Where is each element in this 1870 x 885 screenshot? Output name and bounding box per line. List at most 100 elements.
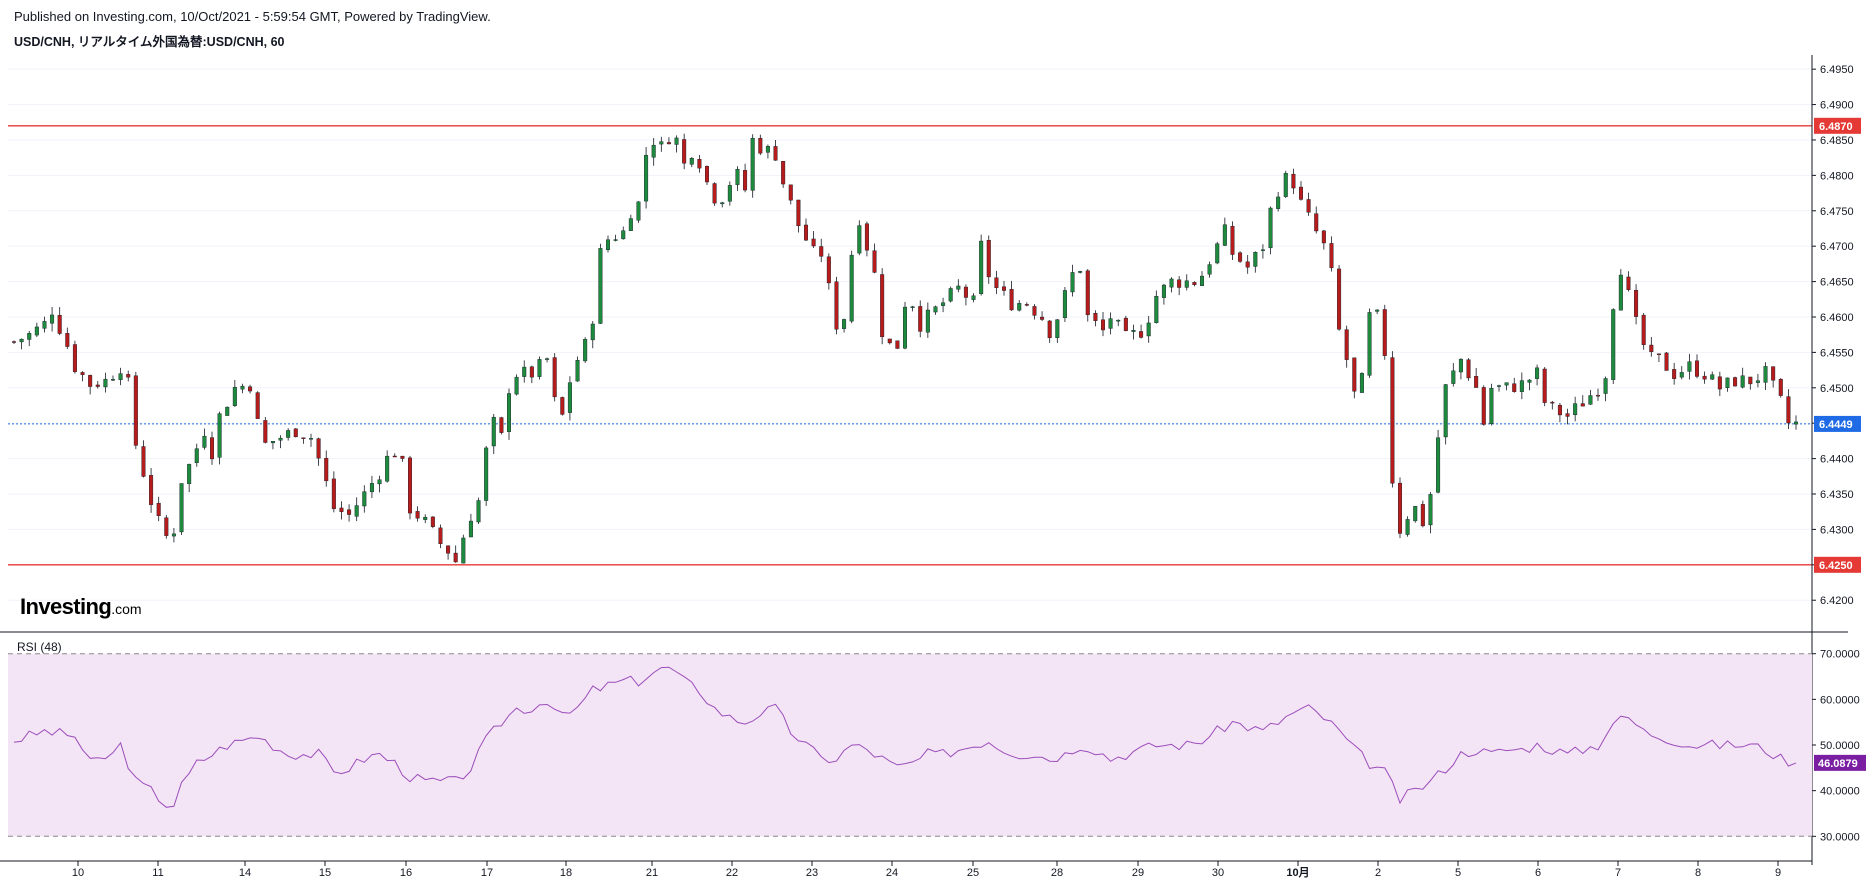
candle [270, 441, 275, 450]
candle [27, 330, 32, 347]
candle-body-down [682, 139, 687, 164]
candle-body-down [331, 478, 336, 510]
time-tick-label: 17 [481, 867, 493, 879]
price-tick-label: 6.4400 [1820, 454, 1854, 466]
candle-body-up [27, 333, 32, 340]
candle-body-up [171, 533, 176, 537]
candle-body-up [1527, 379, 1532, 383]
candle [971, 293, 976, 303]
candle [560, 396, 565, 416]
candle-body-down [339, 507, 344, 512]
candle-body-up [1375, 309, 1380, 312]
candle [331, 471, 336, 513]
candle-body-down [1177, 279, 1182, 288]
candle [842, 318, 847, 333]
rsi-line [13, 666, 1797, 808]
candle [1002, 280, 1007, 296]
candle-body-down [316, 438, 321, 459]
candle-body-up [468, 520, 473, 538]
candle-body-up [575, 360, 580, 382]
candle-body-up [1215, 243, 1220, 264]
candle-body-down [1474, 376, 1479, 388]
candle [1489, 383, 1494, 426]
candle [1397, 477, 1402, 539]
candle [1222, 217, 1227, 247]
candle [743, 163, 748, 193]
candle [750, 134, 755, 198]
level-badge [1814, 117, 1861, 134]
published-caption: Published on Investing.com, 10/Oct/2021 … [14, 9, 491, 24]
candle-body-down [994, 277, 999, 288]
candle [438, 524, 443, 549]
candle [80, 371, 85, 382]
candle-body-down [72, 344, 77, 372]
candle-body-up [1161, 284, 1166, 298]
candle [1085, 269, 1090, 322]
candle [811, 231, 816, 248]
candle [209, 431, 214, 465]
candle-body-up [956, 285, 961, 290]
candle [1466, 358, 1471, 381]
candle-body-up [590, 323, 595, 341]
candle-body-down [918, 306, 923, 332]
candle [110, 375, 115, 382]
logo-suffix: .com [111, 601, 142, 617]
candle [1047, 320, 1052, 343]
candle [202, 428, 207, 450]
candle-body-down [408, 457, 413, 514]
time-tick-label: 8 [1695, 867, 1701, 879]
candle [392, 453, 397, 458]
candle-body-down [1702, 375, 1707, 380]
candle [956, 279, 961, 293]
time-tick-label: 30 [1212, 867, 1224, 879]
candle-body-down [1550, 401, 1555, 404]
rsi-pane [8, 653, 1812, 837]
candle-body-up [1405, 519, 1410, 535]
candle-body-down [1634, 290, 1639, 317]
time-tick-label: 10月 [1286, 866, 1309, 879]
candle-body-down [819, 246, 824, 257]
candle [910, 305, 915, 312]
candle-body-up [1367, 312, 1372, 376]
candle [324, 450, 329, 487]
candle-body-down [1344, 329, 1349, 360]
candle [1725, 377, 1730, 392]
candle [1611, 308, 1616, 385]
time-tick-label: 7 [1615, 867, 1621, 879]
candle [1763, 362, 1768, 390]
candle-body-up [1146, 322, 1151, 337]
candle-body-down [392, 455, 397, 458]
candle [1260, 244, 1265, 259]
candle-body-up [567, 382, 572, 413]
candle-body-down [400, 455, 405, 459]
candle-body-down [1542, 368, 1547, 403]
candle-body-up [1131, 330, 1136, 332]
rsi-label: RSI (48) [17, 640, 62, 654]
candle [286, 428, 291, 441]
candle-body-up [1755, 380, 1760, 383]
time-tick-label: 15 [319, 867, 331, 879]
candle [979, 234, 984, 296]
time-tick-label: 29 [1132, 867, 1144, 879]
candle [933, 305, 938, 315]
candle-body-up [1169, 278, 1174, 288]
rsi-tick-label: 70.0000 [1820, 649, 1860, 661]
candle-body-up [1763, 366, 1768, 383]
candle-body-down [773, 146, 778, 161]
candle [1100, 311, 1105, 337]
candle [1474, 368, 1479, 388]
candle-body-up [1184, 280, 1189, 288]
candle-body-up [217, 413, 222, 458]
candle [263, 417, 268, 444]
candle-body-down [1466, 359, 1471, 379]
candle-body-up [19, 338, 24, 343]
candle [1024, 302, 1029, 307]
price-tick-label: 6.4300 [1820, 524, 1854, 536]
candle [1131, 324, 1136, 340]
candle [887, 338, 892, 345]
candle [963, 284, 968, 306]
candle-body-up [369, 483, 374, 493]
price-tick-label: 6.4350 [1820, 489, 1854, 501]
candle-body-up [1443, 384, 1448, 438]
